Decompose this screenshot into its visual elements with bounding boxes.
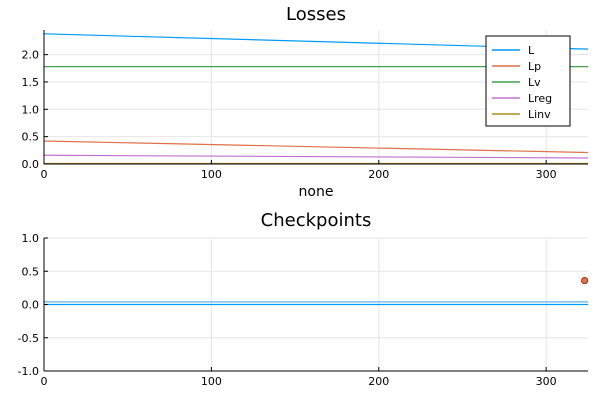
checkpoints-title: Checkpoints <box>261 210 372 231</box>
legend-entry: Linv <box>528 108 551 121</box>
losses-title: Losses <box>286 4 346 25</box>
legend-entry: Lp <box>528 60 541 73</box>
y-tick-label: 0.5 <box>22 265 40 278</box>
y-tick-label: 0.0 <box>22 299 40 312</box>
y-tick-label: 0.0 <box>22 158 40 171</box>
x-tick-label: 100 <box>201 375 222 388</box>
series-line-lreg <box>43 154 589 159</box>
x-tick-label: 100 <box>201 168 222 181</box>
x-tick-label: 300 <box>536 375 557 388</box>
x-tick-label: 200 <box>368 375 389 388</box>
series-line-lp <box>43 140 589 154</box>
y-tick-label: 2.0 <box>22 49 40 62</box>
y-tick-label: 1.0 <box>22 232 40 245</box>
y-tick-label: -1.0 <box>18 365 39 378</box>
checkpoints-panel: Checkpoints 0 100 200 300 -1.0 -0.5 0.0 0.5 1.0 <box>18 210 589 388</box>
x-tick-label: 0 <box>41 375 48 388</box>
x-tick-label: 0 <box>41 168 48 181</box>
checkpoint-point <box>581 276 589 285</box>
y-tick-label: 1.5 <box>22 76 40 89</box>
x-tick-label: 200 <box>368 168 389 181</box>
y-tick-label: -0.5 <box>18 332 39 345</box>
legend-entry: Lreg <box>528 92 552 105</box>
legend-box <box>485 35 571 127</box>
y-tick-label: 0.5 <box>22 131 40 144</box>
losses-legend: L Lp Lv Lreg Linv <box>485 35 571 127</box>
legend-entry: Lv <box>528 76 541 89</box>
x-tick-label: 300 <box>536 168 557 181</box>
y-tick-label: 1.0 <box>22 103 40 116</box>
legend-entry: L <box>528 44 535 57</box>
losses-xlabel: none <box>299 184 334 200</box>
